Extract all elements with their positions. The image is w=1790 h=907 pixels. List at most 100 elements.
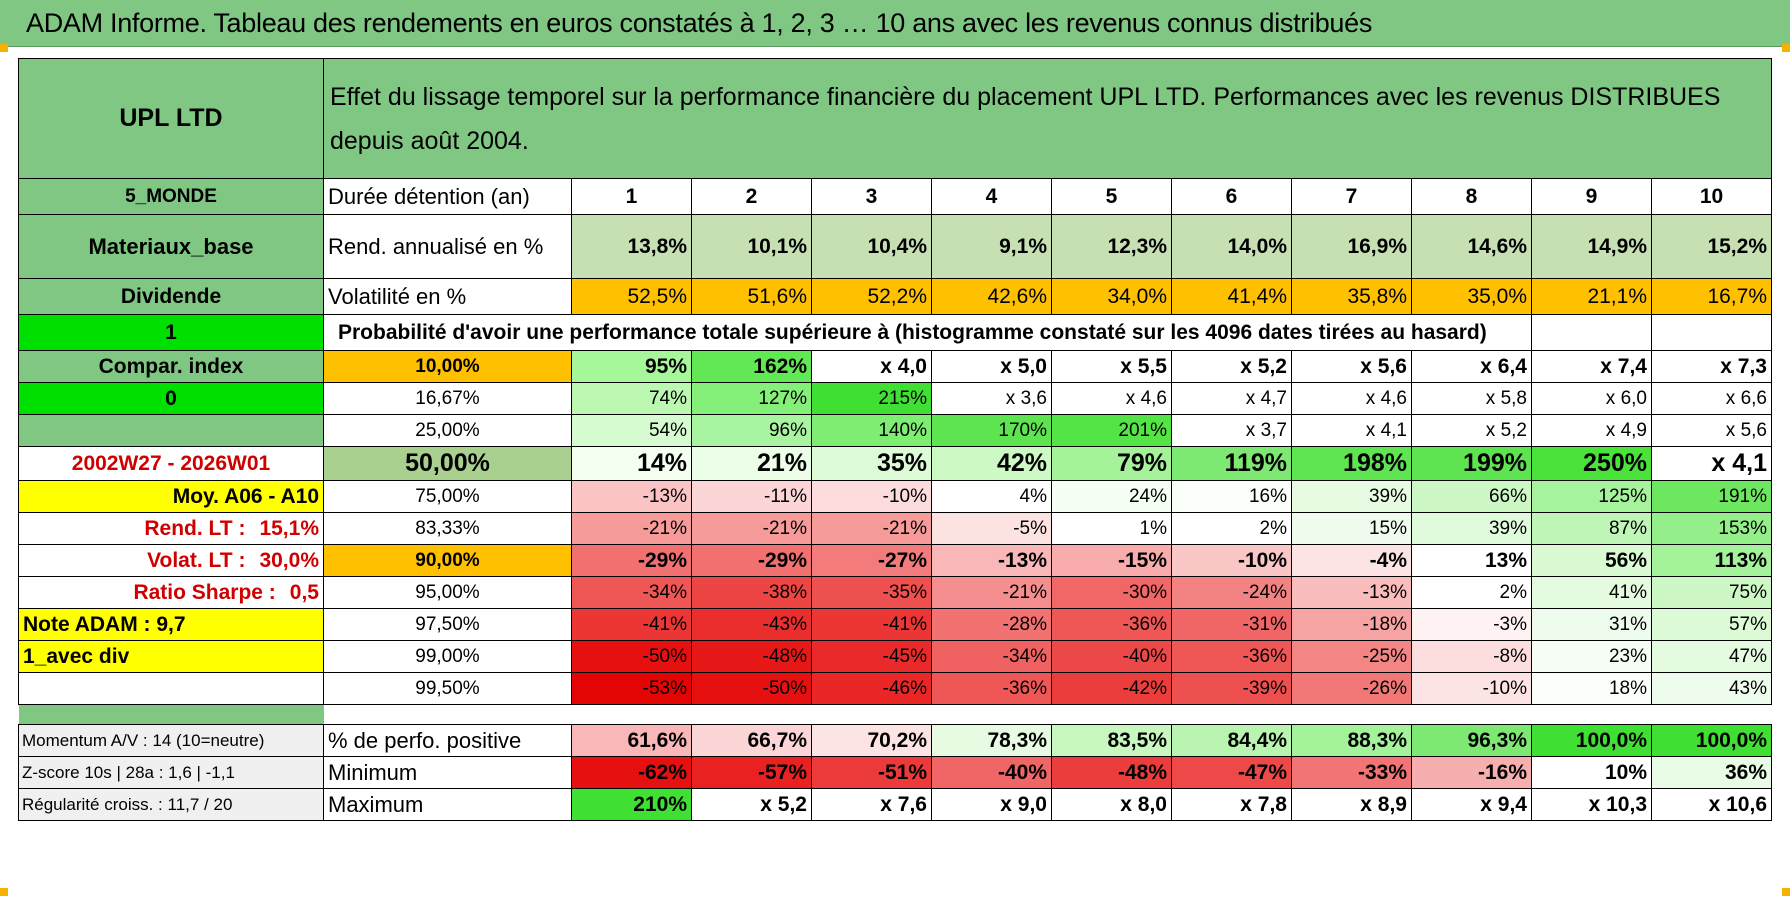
percentile-cell: 99,50%	[323, 672, 572, 705]
percentile-value: -26%	[1291, 672, 1412, 705]
stat-value: 210%	[571, 788, 692, 821]
percentile-value: 74%	[571, 382, 692, 415]
stat-value: 10%	[1531, 756, 1652, 789]
stat-value: 36%	[1651, 756, 1772, 789]
year-header-5: 5	[1051, 178, 1172, 215]
description-cell: Effet du lissage temporel sur la perform…	[323, 58, 1772, 179]
left-info-cell: Note ADAM : 9,7	[18, 608, 324, 641]
rend-value: 12,3%	[1051, 214, 1172, 279]
percentile-cell: 97,50%	[323, 608, 572, 641]
percentile-value: -10%	[1171, 544, 1292, 577]
percentile-value: x 5,6	[1291, 350, 1412, 383]
stat-value: x 8,9	[1291, 788, 1412, 821]
percentile-value: -24%	[1171, 576, 1292, 609]
percentile-value: 119%	[1171, 446, 1292, 481]
spacer-cell	[18, 704, 324, 725]
percentile-value: 191%	[1651, 480, 1772, 513]
percentile-value: 54%	[571, 414, 692, 447]
stat-value: -62%	[571, 756, 692, 789]
vol-value: 16,7%	[1651, 278, 1772, 315]
percentile-value: x 4,0	[811, 350, 932, 383]
percentile-value: -43%	[691, 608, 812, 641]
percentile-value: 140%	[811, 414, 932, 447]
percentile-value: -48%	[691, 640, 812, 673]
percentile-value: 56%	[1531, 544, 1652, 577]
percentile-value: x 4,6	[1051, 382, 1172, 415]
corner-marker	[0, 44, 8, 52]
percentile-value: 127%	[691, 382, 812, 415]
stat-value: 100,0%	[1651, 724, 1772, 757]
percentile-value: 13%	[1411, 544, 1532, 577]
percentile-value: 198%	[1291, 446, 1412, 481]
year-header-6: 6	[1171, 178, 1292, 215]
percentile-value: -34%	[571, 576, 692, 609]
percentile-value: -27%	[811, 544, 932, 577]
duration-label: Durée détention (an)	[323, 178, 572, 215]
percentile-value: x 5,8	[1411, 382, 1532, 415]
stat-label: % de perfo. positive	[323, 724, 572, 757]
percentile-value: -13%	[931, 544, 1052, 577]
sharpe-value: 0,5	[289, 580, 319, 604]
percentile-value: -45%	[811, 640, 932, 673]
stat-value: x 7,8	[1171, 788, 1292, 821]
percentile-value: -21%	[811, 512, 932, 545]
percentile-value: -36%	[1051, 608, 1172, 641]
percentile-value: 21%	[691, 446, 812, 481]
empty-cell	[1651, 314, 1772, 351]
rend-value: 15,1%	[259, 516, 319, 540]
percentile-value: x 3,6	[931, 382, 1052, 415]
corner-marker	[0, 888, 8, 896]
percentile-value: 75%	[1651, 576, 1772, 609]
percentile-value: -5%	[931, 512, 1052, 545]
stat-value: 96,3%	[1411, 724, 1532, 757]
rend-value: 15,2%	[1651, 214, 1772, 279]
percentile-value: -41%	[571, 608, 692, 641]
percentile-value: x 5,6	[1651, 414, 1772, 447]
percentile-value: -21%	[571, 512, 692, 545]
flag-cell-1: 1	[18, 314, 324, 351]
stat-value: 88,3%	[1291, 724, 1412, 757]
percentile-value: 23%	[1531, 640, 1652, 673]
percentile-value: x 6,0	[1531, 382, 1652, 415]
percentile-value: -10%	[811, 480, 932, 513]
percentile-value: -11%	[691, 480, 812, 513]
dividend-cell: Dividende	[18, 278, 324, 315]
percentile-value: x 7,4	[1531, 350, 1652, 383]
report-title: ADAM Informe. Tableau des rendements en …	[26, 8, 1373, 38]
percentile-value: 16%	[1171, 480, 1292, 513]
rend-value: 14,9%	[1531, 214, 1652, 279]
percentile-value: -35%	[811, 576, 932, 609]
percentile-cell: 83,33%	[323, 512, 572, 545]
percentile-value: -41%	[811, 608, 932, 641]
percentile-value: x 5,2	[1171, 350, 1292, 383]
percentile-value: x 4,1	[1291, 414, 1412, 447]
percentile-cell: 16,67%	[323, 382, 572, 415]
rend-value: 14,6%	[1411, 214, 1532, 279]
year-header-7: 7	[1291, 178, 1412, 215]
percentile-value: -42%	[1051, 672, 1172, 705]
rend-value: 16,9%	[1291, 214, 1412, 279]
stat-value: -47%	[1171, 756, 1292, 789]
vol-value: 51,6%	[691, 278, 812, 315]
percentile-value: x 5,5	[1051, 350, 1172, 383]
year-header-1: 1	[571, 178, 692, 215]
vol-value: 52,5%	[571, 278, 692, 315]
stat-value: 78,3%	[931, 724, 1052, 757]
percentile-value: -40%	[1051, 640, 1172, 673]
percentile-value: 39%	[1411, 512, 1532, 545]
percentile-value: 18%	[1531, 672, 1652, 705]
stat-value: -51%	[811, 756, 932, 789]
performance-table: UPL LTD Effet du lissage temporel sur la…	[18, 58, 1772, 821]
rend-value: 14,0%	[1171, 214, 1292, 279]
vol-value: 21,1%	[1531, 278, 1652, 315]
stat-value: -40%	[931, 756, 1052, 789]
percentile-value: 125%	[1531, 480, 1652, 513]
empty-cell	[18, 414, 324, 447]
stat-value: x 8,0	[1051, 788, 1172, 821]
stat-value: x 5,2	[691, 788, 812, 821]
percentile-value: -50%	[571, 640, 692, 673]
percentile-value: 14%	[571, 446, 692, 481]
percentile-value: 31%	[1531, 608, 1652, 641]
percentile-value: 41%	[1531, 576, 1652, 609]
empty-cell	[18, 672, 324, 705]
